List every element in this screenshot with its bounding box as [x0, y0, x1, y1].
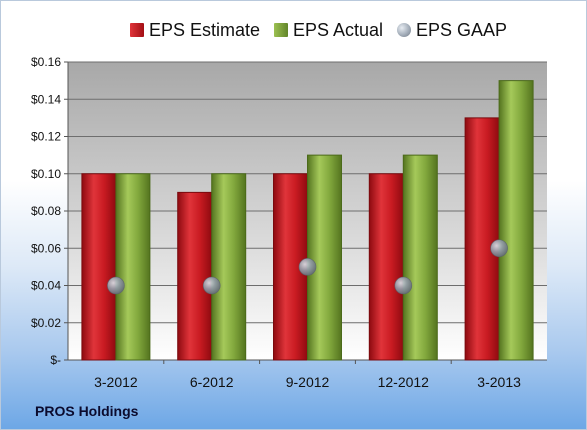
bar-eps-actual — [498, 80, 534, 361]
bar-eps-actual — [211, 173, 247, 361]
legend-label-eps-estimate: EPS Estimate — [149, 19, 261, 40]
y-tick-label: $0.08 — [31, 204, 61, 218]
legend-label-eps-actual: EPS Actual — [293, 19, 384, 40]
y-tick-label: $- — [50, 353, 61, 367]
legend-swatch-eps-actual — [274, 23, 288, 37]
legend-item-eps-actual: EPS Actual — [274, 18, 383, 42]
y-tick-label: $0.02 — [31, 316, 61, 330]
y-tick-label: $0.14 — [31, 92, 61, 106]
bar-eps-actual — [402, 154, 438, 361]
marker-eps-gaap — [298, 258, 317, 276]
legend-label-eps-gaap: EPS GAAP — [416, 19, 508, 40]
y-tick-label: $0.06 — [31, 241, 61, 255]
legend-marker-eps-gaap — [397, 23, 411, 37]
marker-eps-gaap — [394, 276, 413, 295]
marker-eps-gaap — [107, 276, 125, 295]
bar-chart: $0.16 $0.14 $0.12 $0.10 $0.08 $0.06 $0.04 $0.02… — [31, 55, 547, 390]
x-tick-label: 9-2012 — [286, 374, 330, 390]
bar-eps-estimate — [368, 173, 404, 361]
y-tick-label: $0.16 — [31, 55, 61, 69]
bar-eps-estimate — [81, 173, 117, 361]
y-tick-label: $0.04 — [31, 279, 61, 293]
x-tick-label: 3-2013 — [477, 374, 521, 390]
bar-eps-actual — [115, 173, 151, 361]
x-tick-label: 6-2012 — [190, 374, 234, 390]
x-tick-label: 3-2012 — [94, 374, 138, 390]
bar-eps-estimate — [464, 117, 500, 361]
bar-eps-actual — [307, 154, 342, 361]
bar-eps-estimate — [177, 191, 213, 361]
marker-eps-gaap — [202, 276, 221, 295]
legend-item-eps-gaap: EPS GAAP — [397, 18, 507, 42]
legend-swatch-eps-estimate — [130, 23, 144, 37]
legend: EPS Estimate EPS Actual EPS GAAP — [1, 1, 586, 57]
legend-item-eps-estimate: EPS Estimate — [130, 18, 260, 42]
y-tick-label: $0.12 — [31, 130, 61, 144]
x-tick-label: 12-2012 — [378, 374, 430, 390]
y-tick-label: $0.10 — [31, 167, 61, 181]
marker-eps-gaap — [490, 239, 508, 258]
footer-company-name: PROS Holdings — [35, 403, 139, 419]
